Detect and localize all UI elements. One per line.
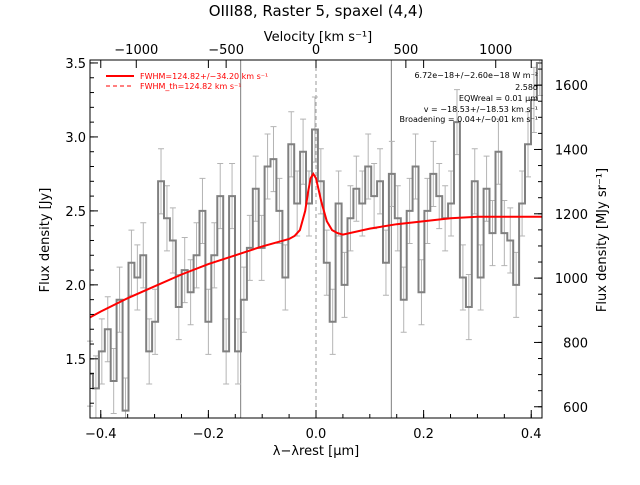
right-tick-label: 1400 — [555, 143, 588, 158]
reference-lines — [240, 60, 392, 418]
top-tick-label: 0 — [312, 43, 320, 58]
y-tick-label: 2.5 — [65, 205, 86, 220]
gaussian-fit-line — [89, 171, 542, 319]
x-tick-label: 0.2 — [413, 427, 434, 442]
top-tick-label: 500 — [393, 43, 418, 58]
right-tick-label: 800 — [563, 336, 588, 351]
annotation-sigma: 2.58σ — [515, 83, 538, 92]
right-tick-label: 1600 — [555, 79, 588, 94]
legend-label-fwhm: FWHM=124.82+/−34.20 km s⁻¹ — [140, 72, 268, 81]
annotation-velocity: v = −18.53+/−18.53 km s⁻¹ — [424, 105, 538, 114]
top-axis-label: Velocity [km s⁻¹] — [264, 30, 372, 45]
annotations: 6.72e−18+/−2.60e−18 W m⁻² 2.58σ EQWreal … — [400, 71, 539, 124]
data-layer — [89, 62, 542, 412]
axes: −0.4 −0.2 0.0 0.2 0.4 −1000 −500 0 500 1000 1.5 2.0… — [65, 43, 588, 442]
annotation-flux: 6.72e−18+/−2.60e−18 W m⁻² — [414, 71, 538, 80]
top-tick-label: −500 — [208, 43, 244, 58]
x-tick-label: 0.0 — [306, 427, 327, 442]
x-tick-label: −0.4 — [85, 427, 117, 442]
y-tick-label: 2.0 — [65, 279, 86, 294]
x-tick-label: −0.2 — [193, 427, 225, 442]
right-axis-label: Flux density [MJy sr⁻¹] — [595, 168, 610, 312]
top-tick-label: 1000 — [479, 43, 512, 58]
legend: FWHM=124.82+/−34.20 km s⁻¹ FWHM_th=124.8… — [106, 72, 268, 91]
annotation-eqw: EQWreal = 0.01 μm — [459, 94, 538, 103]
y-tick-label: 1.5 — [65, 353, 86, 368]
annotation-broadening: Broadening = 0.04+/−0.01 km s⁻¹ — [400, 115, 538, 124]
x-axis-label: λ−λrest [μm] — [273, 444, 359, 459]
right-tick-label: 1200 — [555, 208, 588, 223]
right-tick-label: 600 — [563, 401, 588, 416]
y-axis-label: Flux density [Jy] — [38, 188, 53, 293]
right-tick-label: 1000 — [555, 272, 588, 287]
legend-label-fwhm-th: FWHM_th=124.82 km s⁻¹ — [140, 82, 241, 91]
chart-title: OIII88, Raster 5, spaxel (4,4) — [209, 2, 424, 20]
top-tick-label: −1000 — [114, 43, 158, 58]
y-tick-label: 3.5 — [65, 57, 86, 72]
x-tick-label: 0.4 — [521, 427, 542, 442]
y-tick-label: 3.0 — [65, 131, 86, 146]
spectrum-step-line — [90, 62, 542, 412]
